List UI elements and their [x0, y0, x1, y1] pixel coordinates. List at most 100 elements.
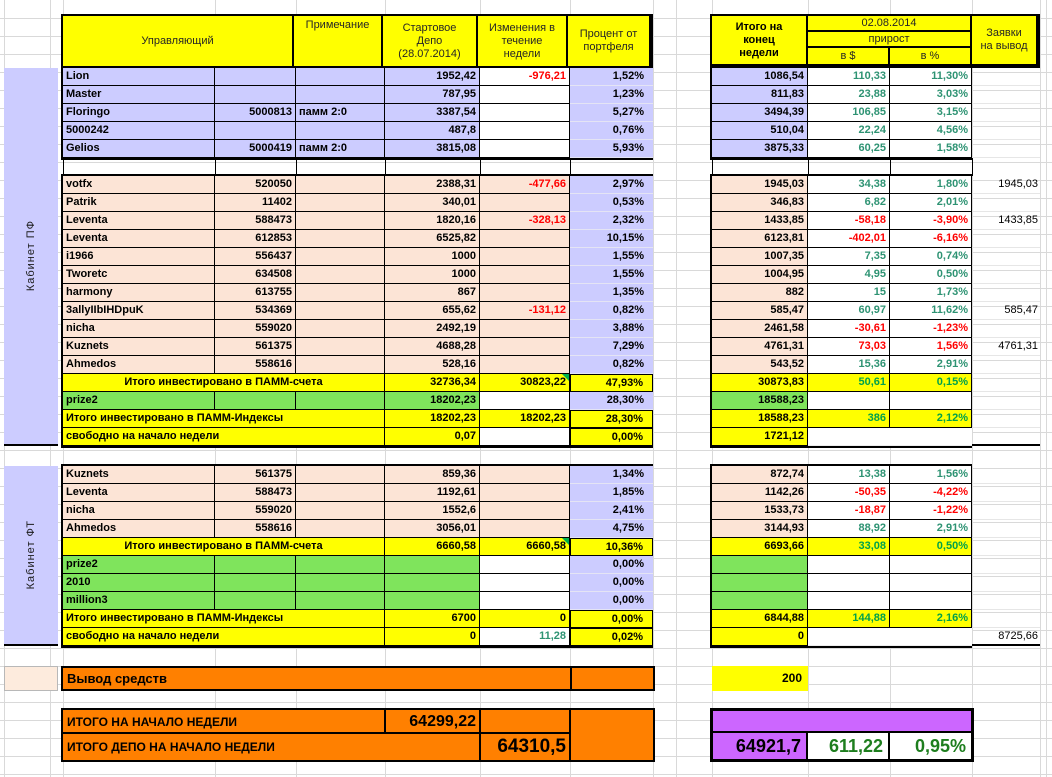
cell-portfolio-pct[interactable]: 10,15% [570, 230, 653, 248]
cell-gain-usd[interactable] [808, 592, 890, 610]
cell-gain-pct[interactable]: 0,50% [890, 538, 972, 556]
cell-withdraw-request[interactable] [972, 266, 1040, 284]
cell-week-change[interactable] [480, 104, 570, 122]
cell-portfolio-pct[interactable]: 0,00% [570, 574, 653, 592]
cell-start-depo[interactable]: 2388,31 [385, 176, 480, 194]
cell-week-change[interactable] [480, 338, 570, 356]
cell-note[interactable] [296, 68, 385, 86]
cell-week-total[interactable]: 543,52 [712, 356, 808, 374]
header-week-total[interactable]: Итого на конец недели [712, 16, 806, 64]
cell-account-number[interactable]: 534369 [215, 302, 296, 320]
cell-portfolio-pct[interactable]: 1,52% [570, 68, 653, 86]
cell-start-depo[interactable]: 487,8 [385, 122, 480, 140]
cell-gain-usd[interactable]: 22,24 [808, 122, 890, 140]
cell-note[interactable] [296, 392, 385, 410]
cell-manager-name[interactable]: Lion [63, 68, 215, 86]
cell-week-total[interactable]: 346,83 [712, 194, 808, 212]
cell-withdraw-request[interactable] [972, 68, 1040, 86]
cell-start-depo[interactable]: 6660,58 [385, 538, 480, 556]
depo-start-total-value[interactable]: 64310,5 [497, 736, 566, 757]
cell-start-depo[interactable]: 0 [385, 628, 480, 646]
cell-week-change[interactable]: -131,12 [480, 302, 570, 320]
cell-week-change[interactable] [480, 122, 570, 140]
cell-start-depo[interactable]: 0,07 [385, 428, 480, 446]
cell-account-number[interactable] [215, 86, 296, 104]
cell-portfolio-pct[interactable]: 0,82% [570, 302, 653, 320]
cell-manager-name[interactable]: Floringo [63, 104, 215, 122]
cell-gain-pct[interactable]: -1,22% [890, 502, 972, 520]
cell-week-change[interactable] [480, 356, 570, 374]
cell-withdraw-request[interactable] [972, 374, 1040, 392]
cell-note[interactable] [296, 320, 385, 338]
cell-gain-pct[interactable]: 0,74% [890, 248, 972, 266]
cell-note[interactable] [296, 122, 385, 140]
cell-note[interactable] [296, 194, 385, 212]
cell-gain-usd[interactable] [808, 428, 890, 446]
cell-gain-pct[interactable]: 4,56% [890, 122, 972, 140]
cell-manager-name[interactable]: Leventa [63, 212, 215, 230]
cell-portfolio-pct[interactable]: 3,88% [570, 320, 653, 338]
cell-portfolio-pct[interactable]: 2,97% [570, 176, 653, 194]
cell-gain-usd[interactable]: -30,61 [808, 320, 890, 338]
cell-account-number[interactable]: 5000813 [215, 104, 296, 122]
cell-account-number[interactable]: 561375 [215, 466, 296, 484]
cell-note[interactable] [296, 502, 385, 520]
cell-week-change[interactable] [480, 194, 570, 212]
cell-week-total[interactable]: 18588,23 [712, 392, 808, 410]
cell-week-change[interactable] [480, 392, 570, 410]
cell-manager-name[interactable]: Patrik [63, 194, 215, 212]
cell-week-change[interactable] [480, 428, 570, 446]
cell-portfolio-pct[interactable]: 0,53% [570, 194, 653, 212]
cell-account-number[interactable]: 559020 [215, 502, 296, 520]
cell-start-depo[interactable]: 3056,01 [385, 520, 480, 538]
cell-withdraw-request[interactable] [972, 556, 1040, 574]
cell-portfolio-pct[interactable]: 28,30% [570, 392, 653, 410]
header-start-depo[interactable]: Стартовое Депо (28.07.2014) [383, 16, 476, 66]
cell-gain-usd[interactable] [808, 628, 890, 646]
cell-portfolio-pct[interactable]: 0,82% [570, 356, 653, 374]
cell-gain-usd[interactable] [808, 556, 890, 574]
cell-gain-pct[interactable]: -4,22% [890, 484, 972, 502]
cell-gain-pct[interactable] [890, 628, 972, 646]
cell-gain-usd[interactable] [808, 392, 890, 410]
cell-account-number[interactable]: 520050 [215, 176, 296, 194]
cell-manager-name[interactable]: Leventa [63, 230, 215, 248]
header-withdraw-requests[interactable]: Заявки на вывод [972, 16, 1036, 64]
cell-start-depo[interactable]: 1552,6 [385, 502, 480, 520]
cell-week-total[interactable] [712, 574, 808, 592]
cell-manager-name[interactable]: Leventa [63, 484, 215, 502]
week-end-total-value[interactable]: 64921,7 [735, 736, 801, 756]
cell-start-depo[interactable] [385, 574, 480, 592]
cell-note[interactable] [296, 574, 385, 592]
cell-withdraw-request[interactable] [972, 466, 1040, 484]
cell-summary-label[interactable]: Итого инвестировано в ПАММ-счета [63, 374, 385, 392]
cell-week-total[interactable]: 1433,85 [712, 212, 808, 230]
cell-week-change[interactable]: 11,28 [480, 628, 570, 646]
cell-week-change[interactable] [480, 284, 570, 302]
cell-week-change[interactable]: 30823,22 [480, 374, 570, 392]
cell-gain-pct[interactable] [890, 428, 972, 446]
cell-gain-usd[interactable]: -18,87 [808, 502, 890, 520]
cell-account-number[interactable]: 558616 [215, 520, 296, 538]
cell-gain-pct[interactable]: 2,12% [890, 410, 972, 428]
cell-note[interactable]: памм 2:0 [296, 140, 385, 158]
cell-gain-usd[interactable]: 144,88 [808, 610, 890, 628]
cell-portfolio-pct[interactable]: 1,55% [570, 248, 653, 266]
cell-account-number[interactable]: 558616 [215, 356, 296, 374]
cell-week-total[interactable]: 3875,33 [712, 140, 808, 158]
cell-manager-name[interactable]: 5000242 [63, 122, 215, 140]
week-end-gain-pct[interactable]: 0,95% [914, 736, 966, 756]
cell-summary-label[interactable]: Итого инвестировано в ПАММ-счета [63, 538, 385, 556]
cell-summary-label[interactable]: Итого инвестировано в ПАММ-Индексы [63, 610, 385, 628]
cell-gain-pct[interactable]: 0,50% [890, 266, 972, 284]
cell-manager-name[interactable]: 3allyIIbIHDpuK [63, 302, 215, 320]
cell-note[interactable] [296, 592, 385, 610]
cell-gain-pct[interactable]: 1,80% [890, 176, 972, 194]
cell-start-depo[interactable]: 867 [385, 284, 480, 302]
cell-note[interactable] [296, 302, 385, 320]
cell-week-total[interactable]: 4761,31 [712, 338, 808, 356]
header-growth-usd[interactable]: в $ [808, 48, 888, 64]
cell-start-depo[interactable]: 1000 [385, 266, 480, 284]
cell-note[interactable] [296, 556, 385, 574]
cell-account-number[interactable]: 588473 [215, 212, 296, 230]
